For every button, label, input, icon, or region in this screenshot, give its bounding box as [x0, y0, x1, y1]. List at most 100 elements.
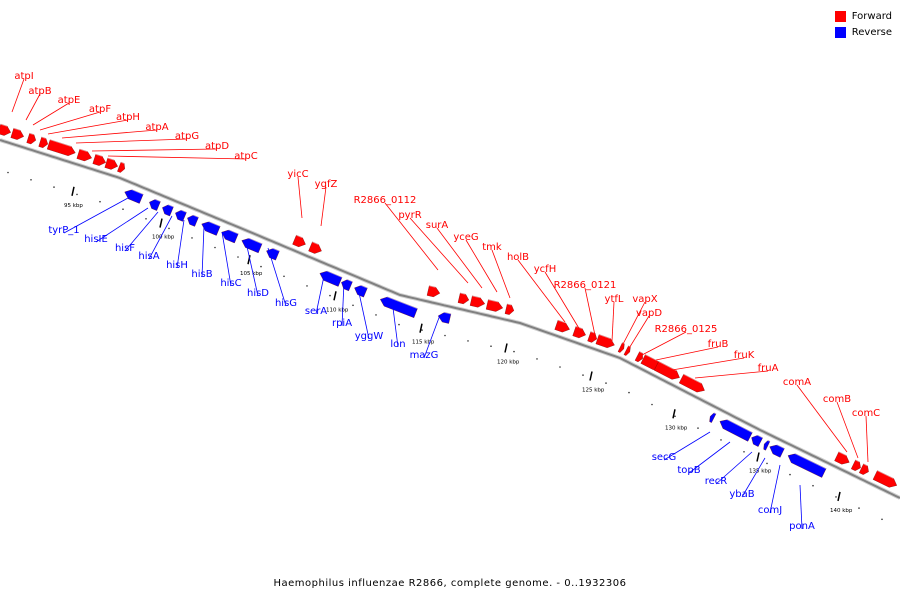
- gene-label-fruk: fruK: [734, 350, 755, 361]
- gene-highlight: [575, 325, 583, 330]
- gene-body: [859, 463, 869, 475]
- leader-line: [357, 287, 370, 340]
- leader-line: [91, 148, 218, 152]
- gene-label-lon: lon: [390, 339, 405, 350]
- leader-line: [32, 102, 70, 126]
- gene-reverse: [201, 218, 221, 236]
- gene-label-recr: recR: [705, 476, 728, 487]
- gene-highlight: [41, 136, 47, 139]
- gene-label-atpe: atpE: [58, 95, 81, 106]
- gene-reverse: [787, 450, 827, 478]
- gene-label-hisa: hisA: [138, 251, 159, 262]
- tick-label: 140 kbp: [830, 508, 853, 514]
- gene-label-yicc: yicC: [287, 169, 308, 180]
- gene-body: [426, 285, 441, 298]
- gene-highlight: [789, 450, 827, 470]
- gene-forward: [0, 123, 11, 136]
- gene-forward: [46, 139, 76, 156]
- gene-body: [104, 157, 118, 170]
- scale-dot: [30, 179, 32, 181]
- gene-reverse: [354, 282, 368, 298]
- gene-highlight: [356, 282, 368, 289]
- leader-line: [694, 370, 769, 379]
- gene-body: [117, 161, 125, 173]
- gene-highlight: [0, 123, 8, 127]
- gene-label-frub: fruB: [708, 339, 729, 350]
- leader-line: [655, 346, 719, 361]
- gene-label-pyrr: pyrR: [398, 210, 421, 221]
- gene-body: [617, 342, 625, 353]
- gene-label-holb: holB: [507, 252, 529, 263]
- scale-dot: [513, 350, 515, 353]
- gene-forward: [308, 241, 322, 254]
- gene-label-topb: topB: [677, 465, 700, 476]
- gene-forward: [572, 325, 586, 339]
- tick-label: 110 kbp: [326, 307, 349, 313]
- gene-highlight: [107, 157, 115, 161]
- scale-dot: [398, 323, 400, 326]
- gene-highlight: [343, 277, 353, 283]
- gene-highlight: [321, 268, 343, 278]
- gene-forward: [554, 319, 570, 333]
- gene-label-yceg: yceG: [453, 232, 478, 243]
- leader-line: [320, 186, 327, 227]
- gene-highlight: [766, 438, 771, 442]
- tick-label: 105 kbp: [240, 271, 263, 277]
- scale-dot: [260, 265, 262, 268]
- gene-body: [187, 214, 199, 227]
- gene-forward: [38, 136, 48, 148]
- gene-reverse: [241, 235, 263, 254]
- gene-label-vapd: vapD: [636, 308, 662, 319]
- scale-dot: [168, 227, 170, 230]
- gene-reverse: [380, 294, 418, 318]
- gene-label-atpd: atpD: [205, 141, 229, 152]
- gene-label-ybab: ybaB: [729, 489, 754, 500]
- leader-line: [47, 119, 129, 135]
- gene-label-tyrp-1: tyrP_1: [48, 225, 79, 236]
- gene-label-hisc: hisC: [220, 278, 241, 289]
- gene-highlight: [268, 245, 280, 252]
- gene-label-hisie: hisIE: [84, 234, 108, 245]
- gene-highlight: [164, 202, 174, 208]
- gene-label-atpi: atpI: [14, 71, 33, 82]
- tick-label: 120 kbp: [497, 360, 520, 366]
- tick-label: 100 kbp: [152, 235, 175, 241]
- gene-label-r2866-0112: R2866_0112: [354, 195, 417, 206]
- gene-forward: [457, 292, 470, 305]
- gene-forward: [26, 132, 36, 145]
- gene-forward: [485, 298, 504, 312]
- leader-line: [148, 215, 173, 260]
- gene-highlight: [49, 139, 72, 147]
- gene-label-hisg: hisG: [275, 298, 297, 309]
- leader-line: [688, 441, 731, 474]
- gene-label-sera: serA: [305, 306, 327, 317]
- leader-line: [544, 271, 581, 331]
- scale-dot: [674, 415, 676, 418]
- leader-line: [663, 431, 711, 461]
- leader-line: [436, 227, 483, 289]
- leader-line: [769, 464, 781, 514]
- gene-reverse: [162, 202, 174, 217]
- gene-forward: [678, 373, 705, 393]
- gene-highlight: [151, 197, 161, 202]
- leader-line: [584, 287, 597, 341]
- gene-highlight: [771, 441, 785, 449]
- scale-dot: [720, 439, 722, 441]
- gene-reverse: [763, 438, 771, 451]
- gene-label-atpg: atpG: [175, 131, 199, 142]
- gene-forward: [104, 157, 118, 170]
- gene-highlight: [721, 416, 753, 433]
- legend-reverse-label: Reverse: [851, 26, 892, 38]
- leader-line: [39, 111, 101, 131]
- gene-reverse: [221, 227, 239, 244]
- tick-mark: [672, 409, 676, 419]
- gene-body: [175, 209, 187, 222]
- gene-label-rpia: rpiA: [332, 318, 352, 329]
- gene-reverse: [266, 245, 280, 261]
- gene-highlight: [472, 295, 481, 299]
- gene-forward: [859, 463, 869, 475]
- gene-highlight: [13, 127, 21, 131]
- gene-highlight: [296, 234, 303, 239]
- scale-dot: [559, 366, 561, 368]
- scale-dot: [53, 186, 55, 188]
